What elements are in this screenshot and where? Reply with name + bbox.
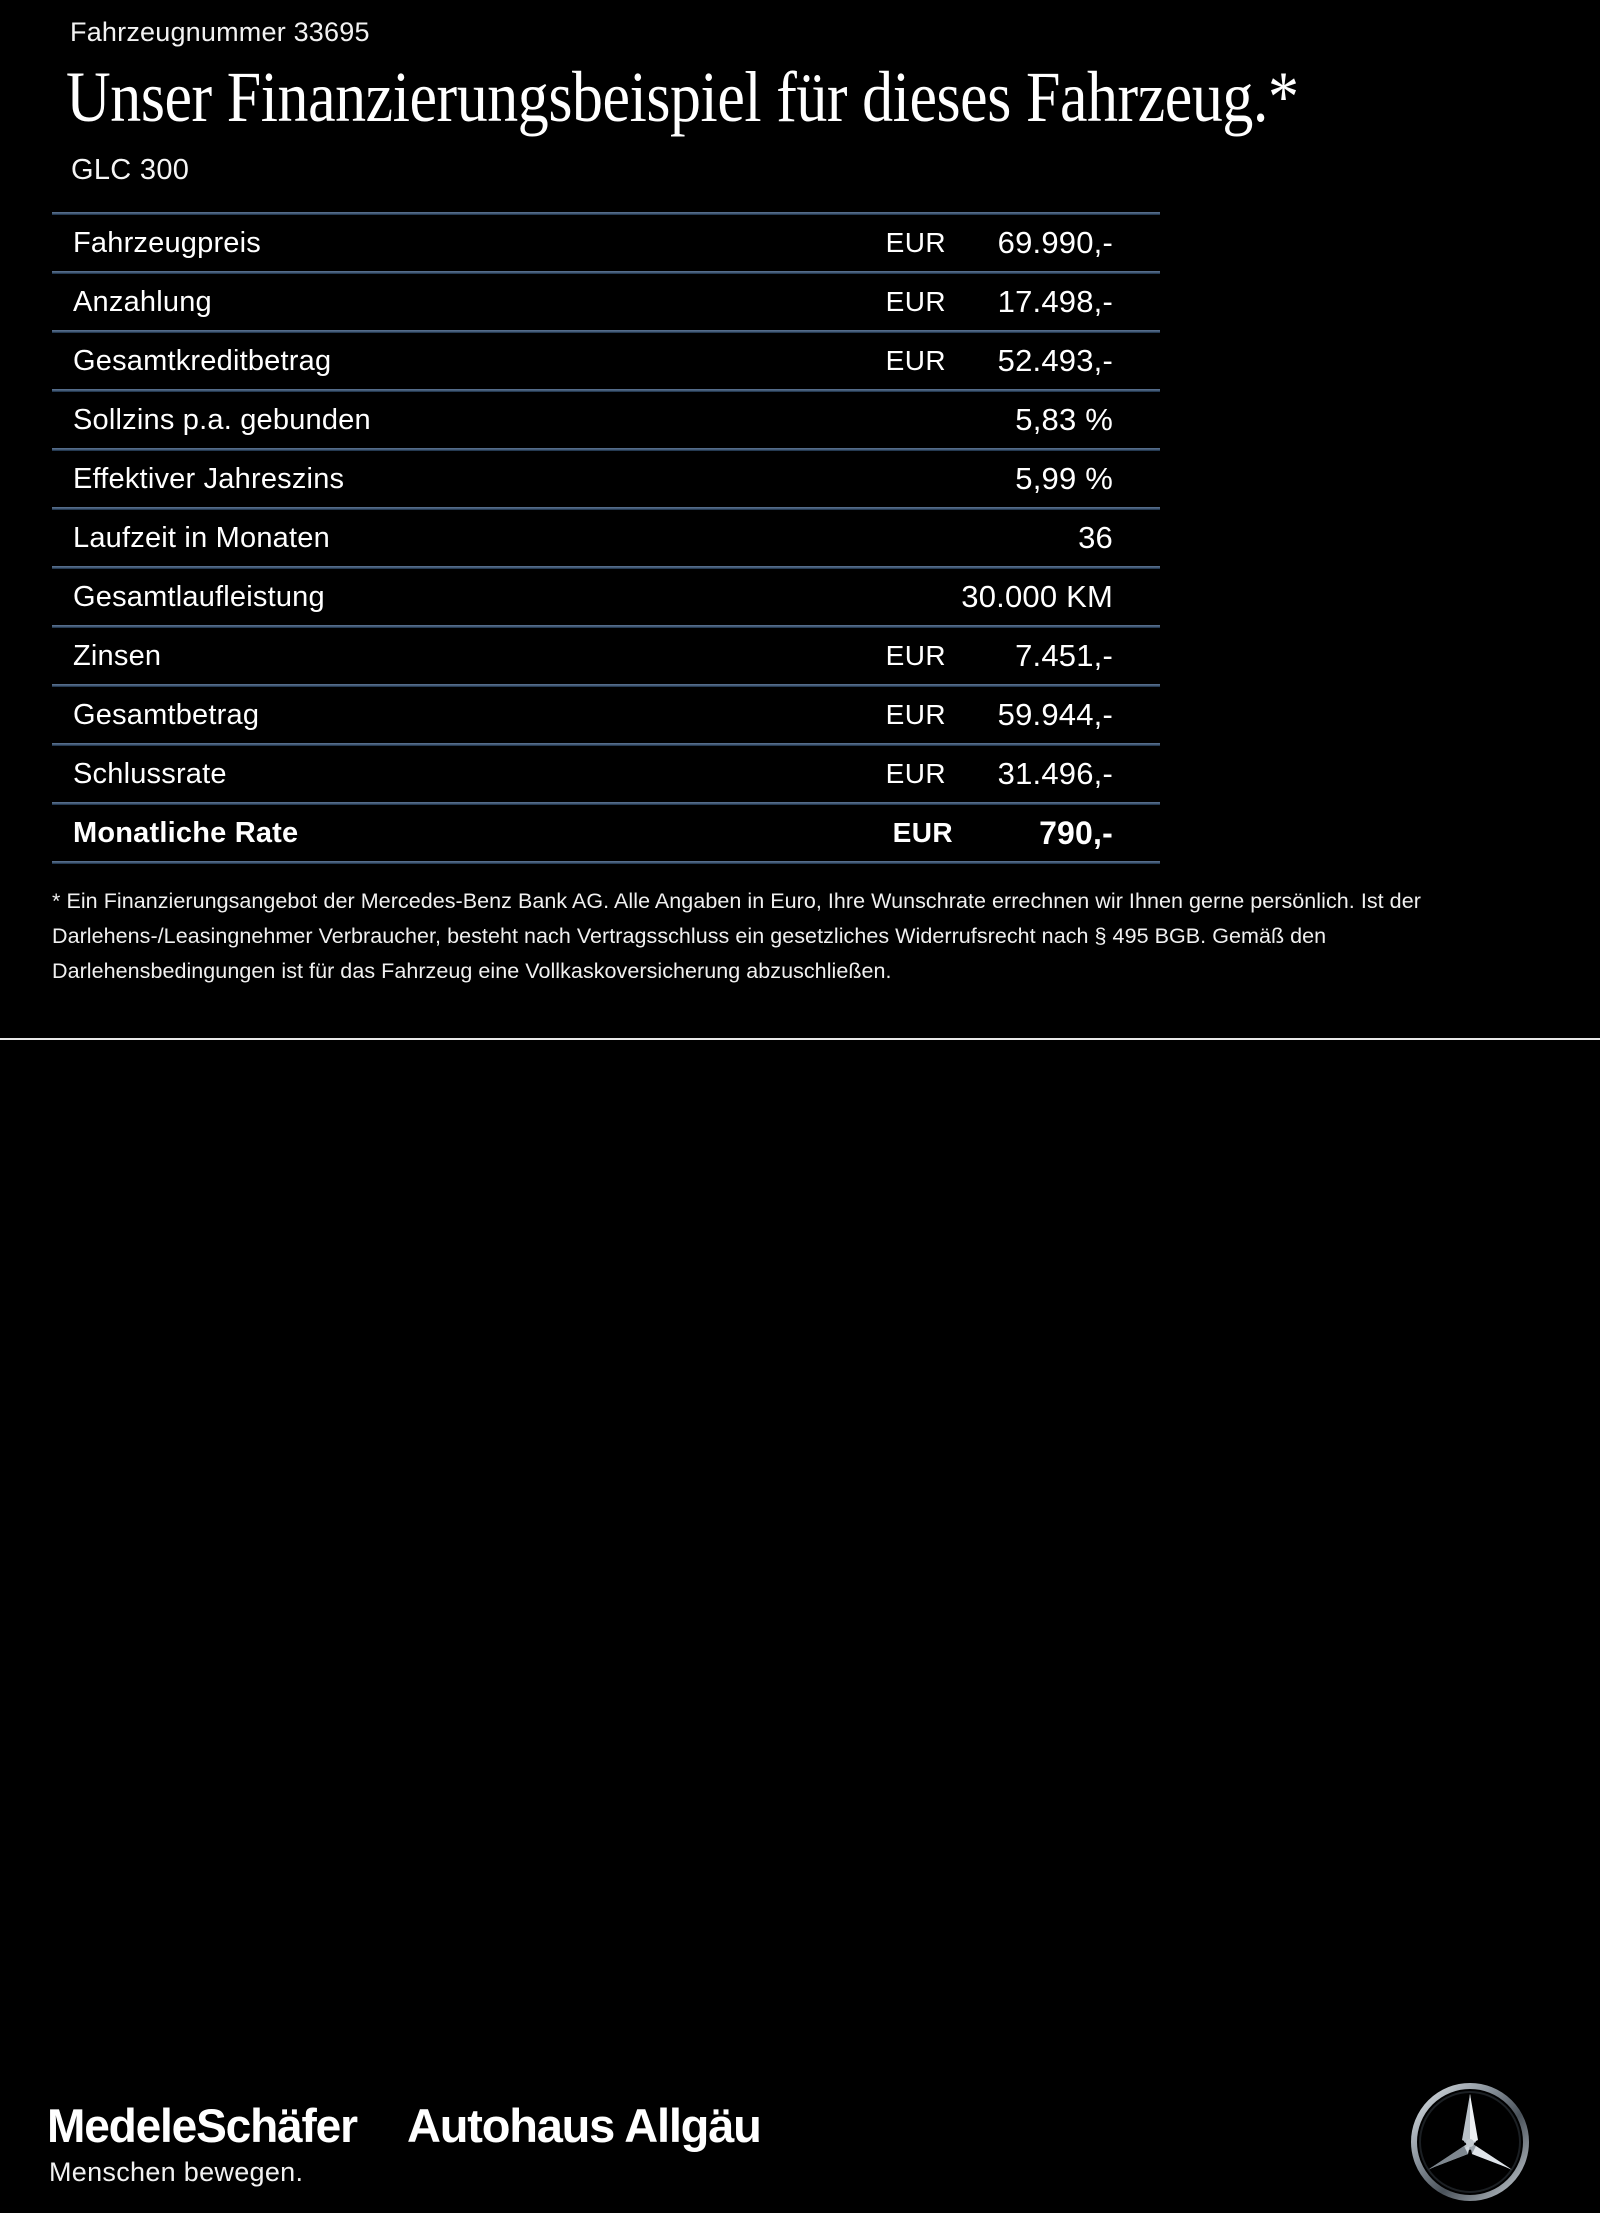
row-label: Sollzins p.a. gebunden (73, 404, 371, 436)
table-row: Fahrzeugpreis EUR 69.990,- (52, 215, 1160, 271)
row-value: 36 (1078, 520, 1113, 555)
table-row-total: Monatliche Rate EUR 790,- (52, 805, 1160, 861)
dealer-tagline: Menschen bewegen. (49, 2157, 304, 2187)
row-label: Effektiver Jahreszins (73, 463, 345, 495)
row-currency: EUR (885, 699, 946, 730)
row-label: Gesamtkreditbetrag (73, 345, 332, 377)
mercedes-star-icon (1404, 2076, 1536, 2208)
table-rule (52, 743, 1160, 746)
row-label: Monatliche Rate (73, 817, 299, 849)
table-row: Effektiver Jahreszins 5,99 % (52, 451, 1160, 507)
table-rule (52, 389, 1160, 392)
table-row: Anzahlung EUR 17.498,- (52, 274, 1160, 330)
row-currency: EUR (892, 817, 953, 848)
row-value: 59.944,- (997, 697, 1113, 732)
table-row: Schlussrate EUR 31.496,- (52, 746, 1160, 802)
row-label: Gesamtlaufleistung (73, 581, 325, 613)
table-row: Gesamtbetrag EUR 59.944,- (52, 687, 1160, 743)
row-value: 17.498,- (997, 284, 1113, 319)
row-label: Zinsen (73, 640, 162, 672)
table-row: Gesamtkreditbetrag EUR 52.493,- (52, 333, 1160, 389)
row-label: Anzahlung (73, 286, 212, 318)
row-label: Schlussrate (73, 758, 227, 790)
row-value: 5,83 % (1015, 402, 1113, 437)
model-name: GLC 300 (71, 154, 190, 186)
row-label: Fahrzeugpreis (73, 227, 261, 259)
footnote-disclaimer: * Ein Finanzierungsangebot der Mercedes-… (52, 889, 1421, 983)
table-rule (52, 625, 1160, 628)
row-label: Gesamtbetrag (73, 699, 260, 731)
row-label: Laufzeit in Monaten (73, 522, 330, 554)
table-rule (52, 271, 1160, 274)
table-rule (52, 566, 1160, 569)
footer: MedeleSchäfer Menschen bewegen. Autohaus… (0, 1040, 1600, 2201)
row-currency: EUR (885, 227, 946, 258)
row-currency: EUR (885, 758, 946, 789)
vehicle-number: Fahrzeugnummer 33695 (70, 17, 370, 47)
row-value: 31.496,- (997, 756, 1113, 791)
table-row: Laufzeit in Monaten 36 (52, 510, 1160, 566)
row-currency: EUR (885, 640, 946, 671)
table-row: Zinsen EUR 7.451,- (52, 628, 1160, 684)
table-rule (52, 684, 1160, 687)
footer-divider (0, 1038, 1600, 1040)
table-rule (52, 212, 1160, 215)
table-rule (52, 330, 1160, 333)
table-rule (52, 507, 1160, 510)
finance-table: Fahrzeugpreis EUR 69.990,- Anzahlung EUR 17.4… (52, 212, 1160, 864)
row-value: 7.451,- (1015, 638, 1113, 673)
page-title: Unser Finanzierungsbeispiel für dieses F… (66, 57, 1299, 137)
dealer-logo: MedeleSchäfer (47, 2099, 358, 2152)
row-value: 790,- (1039, 815, 1113, 851)
row-value: 30.000 KM (961, 579, 1113, 614)
table-rule (52, 802, 1160, 805)
secondary-dealer-logo: Autohaus Allgäu (407, 2099, 762, 2152)
row-value: 69.990,- (997, 225, 1113, 260)
row-currency: EUR (885, 345, 946, 376)
table-rule (52, 448, 1160, 451)
row-value: 52.493,- (997, 343, 1113, 378)
row-value: 5,99 % (1015, 461, 1113, 496)
table-row: Gesamtlaufleistung 30.000 KM (52, 569, 1160, 625)
row-currency: EUR (885, 286, 946, 317)
table-row: Sollzins p.a. gebunden 5,83 % (52, 392, 1160, 448)
table-rule (52, 861, 1160, 864)
